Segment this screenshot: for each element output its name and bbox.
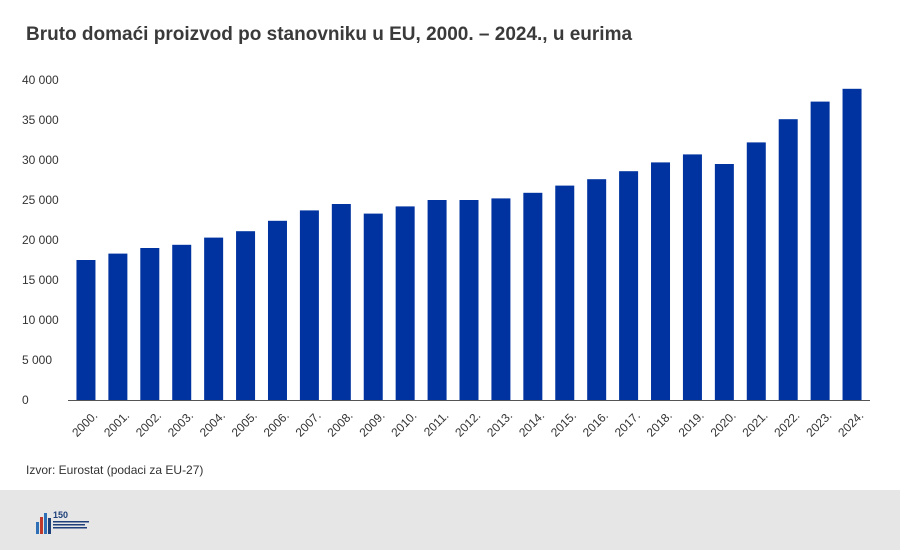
bar <box>236 231 256 400</box>
x-tick-label: 2011. <box>421 408 452 439</box>
x-tick-label: 2014. <box>516 408 547 439</box>
y-tick-label: 10 000 <box>22 313 59 327</box>
bar <box>714 164 734 400</box>
bar <box>746 142 766 400</box>
bar <box>778 119 798 400</box>
bar <box>204 237 224 400</box>
x-tick-label: 2018. <box>644 408 675 439</box>
x-tick-label: 2016. <box>580 408 611 439</box>
bar <box>842 88 862 401</box>
bar <box>395 206 415 400</box>
y-tick-label: 30 000 <box>22 153 59 167</box>
bar <box>331 204 351 400</box>
x-tick-label: 2006. <box>261 408 292 439</box>
bar <box>810 101 830 400</box>
bar <box>267 220 287 400</box>
logo-number: 150 <box>53 510 68 520</box>
y-tick-label: 40 000 <box>22 73 59 87</box>
x-tick-label: 2012. <box>452 408 483 439</box>
bar <box>427 200 447 400</box>
x-tick-label: 2008. <box>325 408 356 439</box>
source-note: Izvor: Eurostat (podaci za EU-27) <box>26 463 204 477</box>
bar <box>619 171 639 400</box>
bar <box>555 185 575 400</box>
bar <box>108 253 128 400</box>
x-tick-label: 2022. <box>771 408 802 439</box>
logo-icon: 150 <box>36 510 89 534</box>
bar <box>491 198 511 400</box>
bar <box>76 260 96 400</box>
x-tick-label: 2021. <box>739 408 770 439</box>
bar <box>682 154 702 400</box>
y-tick-label: 5 000 <box>22 353 52 367</box>
x-tick-label: 2002. <box>133 408 164 439</box>
x-tick-label: 2024. <box>835 408 866 439</box>
x-tick-label: 2019. <box>676 408 707 439</box>
y-tick-label: 35 000 <box>22 113 59 127</box>
y-axis-labels: 0 5 000 10 000 15 000 20 000 25 000 30 000 35 0… <box>22 73 59 407</box>
chart-title: Bruto domaći proizvod po stanovniku u EU… <box>26 24 633 45</box>
x-tick-label: 2007. <box>293 408 324 439</box>
bar <box>651 162 671 400</box>
x-tick-label: 2000. <box>69 408 100 439</box>
bar-chart: 0 5 000 10 000 15 000 20 000 25 000 30 000 35 0… <box>22 73 870 440</box>
bar <box>172 244 192 400</box>
x-tick-label: 2003. <box>165 408 196 439</box>
y-tick-label: 20 000 <box>22 233 59 247</box>
bar <box>523 192 543 400</box>
x-tick-label: 2004. <box>197 408 228 439</box>
bar <box>459 200 479 400</box>
y-tick-label: 25 000 <box>22 193 59 207</box>
x-tick-label: 2023. <box>803 408 834 439</box>
x-axis-labels: 2000. 2001. 2002. 2003. 2004. 2005. 2006. 2007.… <box>69 408 866 439</box>
x-tick-label: 2009. <box>356 408 387 439</box>
x-tick-label: 2005. <box>229 408 260 439</box>
bar <box>363 213 383 400</box>
y-tick-label: 0 <box>22 393 29 407</box>
y-tick-label: 15 000 <box>22 273 59 287</box>
footer-bar: 150 <box>0 490 900 550</box>
bars <box>76 88 862 401</box>
bar <box>299 210 319 400</box>
bar <box>140 248 160 400</box>
bar <box>587 179 607 400</box>
x-tick-label: 2001. <box>101 408 132 439</box>
x-tick-label: 2015. <box>548 408 579 439</box>
x-tick-label: 2013. <box>484 408 515 439</box>
x-tick-label: 2017. <box>612 408 643 439</box>
x-tick-label: 2020. <box>708 408 739 439</box>
x-tick-label: 2010. <box>388 408 419 439</box>
